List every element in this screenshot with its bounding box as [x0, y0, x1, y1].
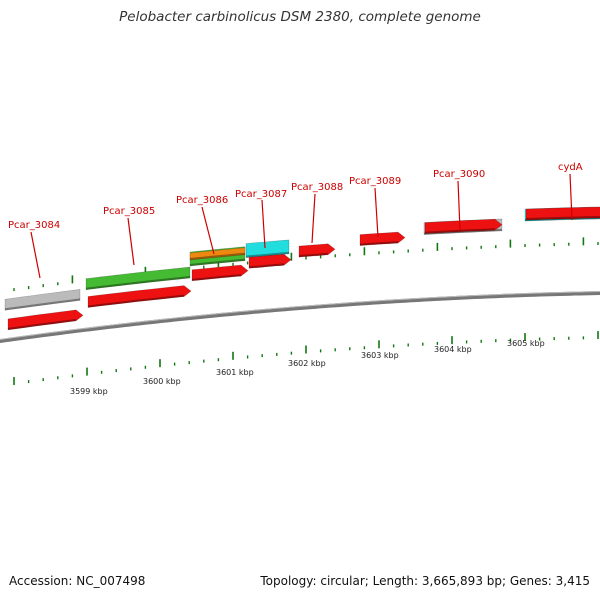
genome-backbone: [0, 290, 600, 344]
gene-box-pcar-3086-orange[interactable]: [189, 247, 246, 261]
label-leader-line: [569, 173, 573, 221]
label-leader-line: [201, 206, 215, 255]
gene-box-pcar-3084[interactable]: [4, 289, 81, 311]
gene-label[interactable]: Pcar_3085: [103, 206, 155, 217]
backbone-highlight: [0, 290, 600, 341]
cds-arrow-4[interactable]: [248, 253, 292, 269]
label-leader-line: [30, 231, 41, 279]
gene-label[interactable]: Pcar_3084: [8, 220, 60, 231]
feature-track: [4, 206, 600, 331]
label-leader-line: [311, 193, 316, 244]
kbp-label: 3601 kbp: [216, 368, 254, 377]
gene-box-pcar-3085[interactable]: [85, 266, 191, 291]
label-leader-line: [457, 180, 461, 231]
kbp-label: 3599 kbp: [70, 387, 108, 396]
gene-label[interactable]: Pcar_3086: [176, 195, 228, 206]
gene-label[interactable]: Pcar_3088: [291, 182, 343, 193]
kbp-label: 3603 kbp: [361, 351, 399, 360]
gene-label[interactable]: Pcar_3087: [235, 189, 287, 200]
backbone-line: [0, 290, 600, 344]
cds-arrow-8[interactable]: [525, 206, 600, 221]
label-leader-line: [127, 217, 135, 266]
cds-arrow-3[interactable]: [191, 264, 249, 282]
gene-label-layer: Pcar_3084 Pcar_3085 Pcar_3086 Pcar_3087 Pcar…: [8, 162, 583, 279]
accession-text: Accession: NC_007498: [9, 574, 146, 588]
map-title: Pelobacter carbinolicus DSM 2380, comple…: [119, 9, 481, 25]
gene-box-pcar-3087[interactable]: [245, 239, 290, 258]
cds-arrow-5[interactable]: [298, 243, 336, 258]
cds-arrow-7[interactable]: [424, 218, 503, 234]
kbp-label: 3600 kbp: [143, 377, 181, 386]
lower-tick-track: [13, 331, 599, 386]
kbp-label: 3602 kbp: [288, 359, 326, 368]
gene-label[interactable]: Pcar_3090: [433, 169, 485, 180]
kbp-label: 3605 kbp: [507, 339, 545, 348]
gene-label[interactable]: Pcar_3089: [349, 176, 401, 187]
kbp-label: 3604 kbp: [434, 345, 472, 354]
cds-arrow-1[interactable]: [7, 309, 84, 331]
cds-arrow-6[interactable]: [359, 231, 406, 246]
cds-arrow-2[interactable]: [87, 285, 192, 308]
label-leader-line: [261, 199, 266, 249]
kbp-label-layer: 3599 kbp 3600 kbp 3601 kbp 3602 kbp 3603 kbp…: [70, 339, 545, 396]
gene-label[interactable]: cydA: [558, 162, 583, 173]
label-leader-line: [374, 187, 379, 238]
genome-info-text: Topology: circular; Length: 3,665,893 bp…: [260, 574, 590, 588]
